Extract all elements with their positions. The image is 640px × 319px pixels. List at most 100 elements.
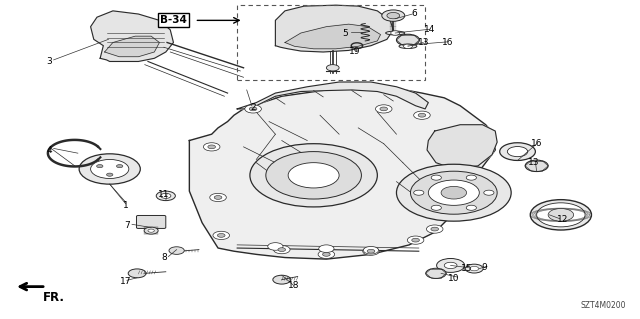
Polygon shape [237, 82, 428, 109]
Text: 7: 7 [125, 221, 131, 230]
Text: B-34: B-34 [160, 15, 187, 26]
Text: 16: 16 [531, 139, 543, 148]
Text: 13: 13 [417, 38, 429, 47]
Circle shape [441, 186, 467, 199]
Circle shape [387, 12, 399, 19]
Ellipse shape [386, 31, 404, 35]
Circle shape [213, 231, 230, 240]
Circle shape [214, 196, 222, 199]
Text: 1: 1 [123, 201, 129, 210]
Circle shape [128, 269, 146, 278]
Circle shape [508, 146, 528, 157]
Circle shape [288, 163, 339, 188]
Circle shape [326, 65, 339, 71]
Circle shape [364, 247, 379, 254]
Circle shape [436, 258, 465, 272]
Circle shape [412, 238, 419, 242]
Circle shape [426, 268, 446, 278]
Polygon shape [275, 5, 394, 52]
Circle shape [403, 44, 412, 48]
Circle shape [465, 264, 483, 273]
Text: 10: 10 [448, 274, 460, 283]
Text: 11: 11 [158, 190, 170, 199]
Circle shape [428, 180, 479, 205]
Bar [237, 4, 425, 80]
Text: 14: 14 [424, 25, 435, 34]
Circle shape [410, 171, 497, 214]
Circle shape [413, 111, 430, 119]
Circle shape [380, 107, 388, 111]
Text: 15: 15 [461, 264, 472, 273]
Circle shape [148, 229, 154, 232]
Circle shape [318, 250, 335, 258]
Circle shape [426, 225, 443, 233]
Circle shape [431, 205, 442, 210]
Text: 12: 12 [556, 215, 568, 224]
Text: 19: 19 [349, 48, 361, 56]
Circle shape [431, 227, 438, 231]
Circle shape [319, 245, 334, 252]
Circle shape [413, 190, 424, 195]
Circle shape [245, 105, 261, 113]
Circle shape [208, 145, 216, 149]
Circle shape [218, 234, 225, 237]
Circle shape [500, 143, 536, 160]
Text: 2: 2 [250, 103, 256, 112]
Circle shape [418, 113, 426, 117]
Circle shape [484, 190, 494, 195]
Circle shape [273, 246, 290, 254]
Circle shape [79, 154, 140, 184]
Circle shape [266, 152, 362, 199]
Circle shape [396, 34, 419, 46]
Polygon shape [91, 11, 173, 62]
Circle shape [525, 160, 548, 172]
Polygon shape [427, 125, 497, 169]
Text: SZT4M0200: SZT4M0200 [580, 301, 626, 310]
Text: 9: 9 [481, 263, 487, 271]
Circle shape [116, 165, 123, 168]
Circle shape [169, 247, 184, 254]
Text: 8: 8 [161, 253, 167, 262]
Circle shape [204, 143, 220, 151]
Text: 17: 17 [120, 277, 131, 286]
Circle shape [382, 10, 404, 21]
Circle shape [367, 249, 375, 253]
Circle shape [250, 144, 378, 207]
Polygon shape [189, 87, 495, 259]
Text: 18: 18 [287, 281, 299, 291]
Circle shape [273, 275, 291, 284]
Circle shape [396, 164, 511, 221]
Circle shape [444, 262, 457, 269]
Circle shape [537, 203, 585, 227]
Circle shape [431, 175, 442, 180]
FancyBboxPatch shape [136, 215, 166, 228]
Circle shape [548, 209, 573, 221]
Text: 13: 13 [528, 158, 540, 167]
Circle shape [161, 193, 171, 198]
Text: 4: 4 [46, 145, 52, 154]
Circle shape [323, 252, 330, 256]
Circle shape [268, 243, 283, 250]
Polygon shape [104, 36, 159, 57]
Circle shape [470, 266, 479, 271]
Text: 16: 16 [442, 38, 453, 47]
Circle shape [467, 175, 476, 180]
Circle shape [210, 193, 227, 202]
Ellipse shape [399, 44, 417, 48]
Polygon shape [285, 24, 381, 49]
Text: 5: 5 [342, 28, 348, 38]
Circle shape [106, 173, 113, 176]
Circle shape [391, 31, 399, 35]
Circle shape [278, 248, 285, 251]
Circle shape [156, 191, 175, 201]
Circle shape [467, 205, 476, 210]
Circle shape [144, 227, 158, 234]
Circle shape [91, 160, 129, 178]
Circle shape [376, 105, 392, 113]
Text: FR.: FR. [43, 291, 65, 304]
Circle shape [363, 247, 380, 255]
Circle shape [97, 165, 103, 168]
Text: 3: 3 [46, 57, 52, 66]
Circle shape [531, 200, 591, 230]
Circle shape [407, 236, 424, 244]
